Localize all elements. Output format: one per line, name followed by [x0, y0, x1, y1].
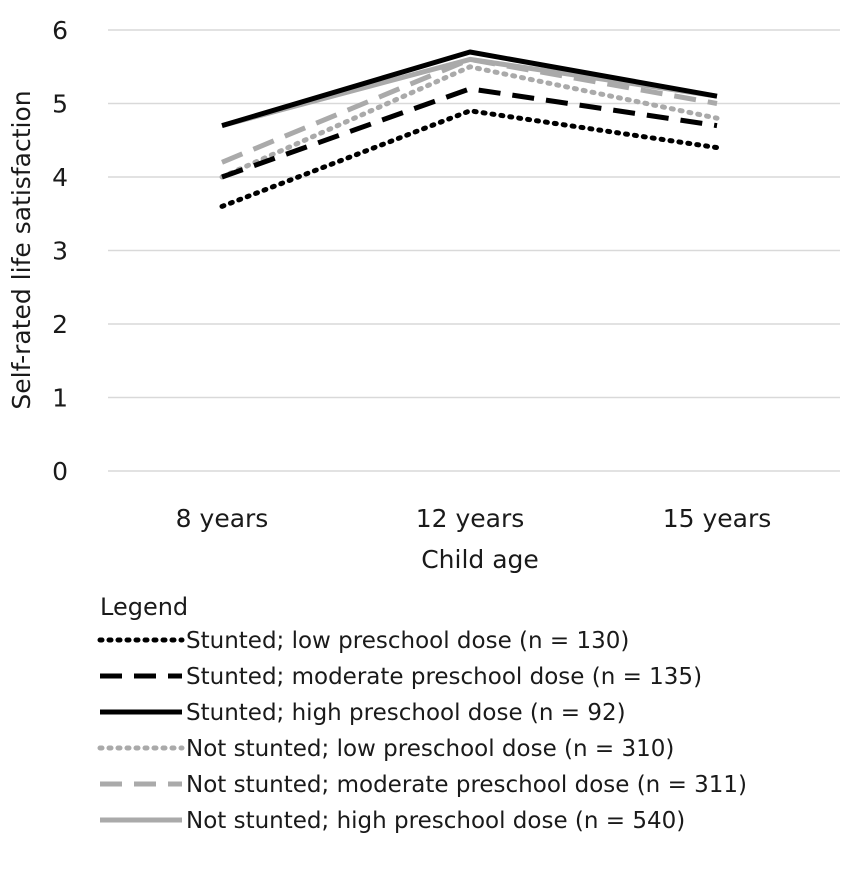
series-line [219, 108, 720, 209]
legend-label: Not stunted; moderate preschool dose (n … [186, 772, 747, 798]
y-tick-label: 4 [52, 163, 68, 192]
y-axis-ticks: 0 1 2 3 4 5 6 [52, 16, 68, 486]
y-tick-label: 0 [52, 457, 68, 486]
legend-label: Not stunted; high preschool dose (n = 54… [186, 808, 685, 834]
series-line [219, 64, 720, 180]
y-tick-label: 3 [52, 237, 68, 266]
x-tick-label: 8 years [176, 504, 269, 533]
legend-title: Legend [100, 593, 188, 621]
series-line [221, 49, 718, 128]
legend-label: Stunted; moderate preschool dose (n = 13… [186, 664, 702, 690]
series-line [221, 56, 718, 165]
x-tick-label: 12 years [416, 504, 525, 533]
legend-label: Stunted; low preschool dose (n = 130) [186, 628, 629, 654]
series-lines [219, 49, 720, 209]
y-tick-label: 2 [52, 310, 68, 339]
legend: Stunted; low preschool dose (n = 130) Stu… [97, 628, 747, 834]
gridlines [108, 29, 840, 472]
y-tick-label: 6 [52, 16, 68, 45]
y-axis-title: Self-rated life satisfaction [7, 90, 36, 409]
legend-label: Not stunted; low preschool dose (n = 310… [186, 736, 674, 762]
series-line [221, 86, 718, 180]
y-tick-label: 1 [52, 384, 68, 413]
y-tick-label: 5 [52, 90, 68, 119]
x-axis-ticks: 8 years 12 years 15 years [176, 504, 772, 533]
legend-label: Stunted; high preschool dose (n = 92) [186, 700, 626, 726]
x-tick-label: 15 years [663, 504, 772, 533]
x-axis-title: Child age [421, 545, 539, 574]
